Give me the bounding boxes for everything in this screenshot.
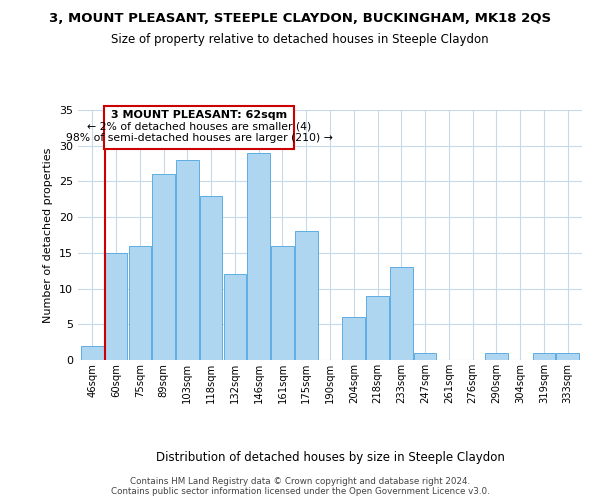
Bar	[343, 317, 365, 360]
Bar	[81, 346, 104, 360]
Bar	[128, 246, 151, 360]
Text: Distribution of detached houses by size in Steeple Claydon: Distribution of detached houses by size …	[155, 451, 505, 464]
Text: 3, MOUNT PLEASANT, STEEPLE CLAYDON, BUCKINGHAM, MK18 2QS: 3, MOUNT PLEASANT, STEEPLE CLAYDON, BUCK…	[49, 12, 551, 26]
Bar	[556, 353, 579, 360]
Bar	[152, 174, 175, 360]
Bar	[104, 106, 295, 150]
Y-axis label: Number of detached properties: Number of detached properties	[43, 148, 53, 322]
Bar	[295, 232, 317, 360]
Text: Size of property relative to detached houses in Steeple Claydon: Size of property relative to detached ho…	[111, 32, 489, 46]
Bar	[366, 296, 389, 360]
Text: Contains HM Land Registry data © Crown copyright and database right 2024.: Contains HM Land Registry data © Crown c…	[130, 476, 470, 486]
Bar	[485, 353, 508, 360]
Bar	[271, 246, 294, 360]
Bar	[224, 274, 246, 360]
Bar	[200, 196, 223, 360]
Bar	[390, 267, 413, 360]
Bar	[247, 153, 270, 360]
Bar	[176, 160, 199, 360]
Text: Contains public sector information licensed under the Open Government Licence v3: Contains public sector information licen…	[110, 486, 490, 496]
Text: 98% of semi-detached houses are larger (210) →: 98% of semi-detached houses are larger (…	[66, 133, 332, 143]
Bar	[105, 253, 127, 360]
Bar	[533, 353, 555, 360]
Bar	[414, 353, 436, 360]
Text: 3 MOUNT PLEASANT: 62sqm: 3 MOUNT PLEASANT: 62sqm	[111, 110, 287, 120]
Text: ← 2% of detached houses are smaller (4): ← 2% of detached houses are smaller (4)	[87, 122, 311, 132]
